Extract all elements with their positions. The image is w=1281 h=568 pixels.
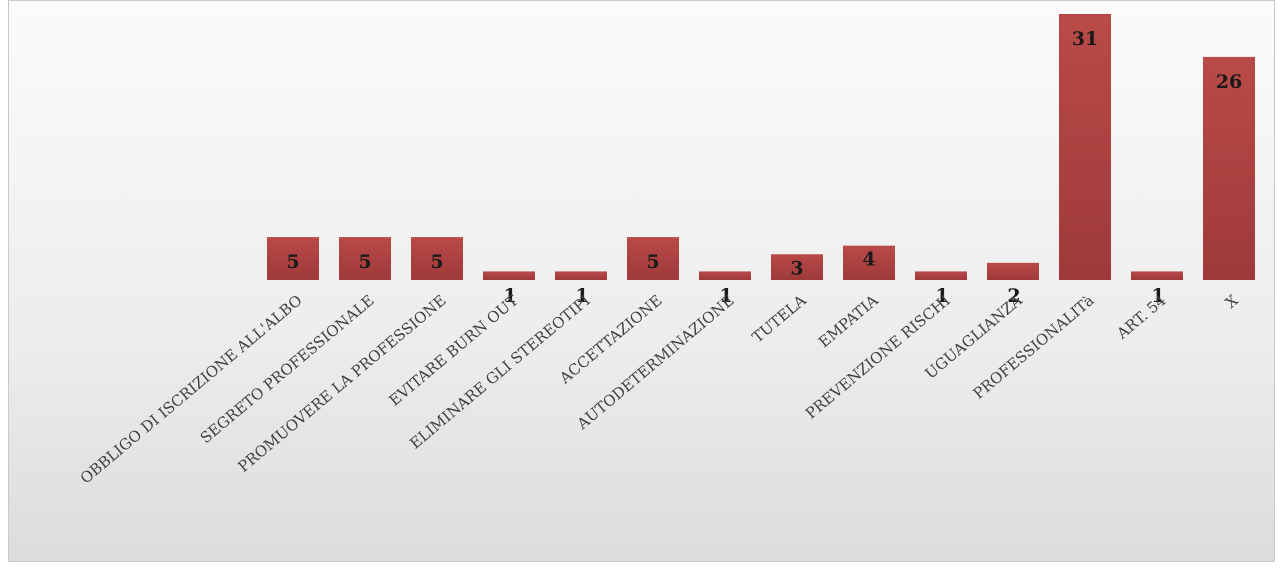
value-label-10: 2 (1007, 285, 1020, 307)
category-label-9: PREVENZIONE RISCHI (802, 291, 954, 422)
value-label-0: 5 (286, 251, 299, 273)
value-label-11: 31 (1072, 28, 1098, 50)
bar-4 (555, 271, 607, 280)
value-label-3: 1 (503, 285, 516, 307)
bar-3 (483, 271, 535, 280)
value-labels-group: 5 5 5 1 1 5 1 3 4 1 2 31 1 26 (286, 28, 1242, 307)
bar-5 (627, 237, 679, 280)
value-label-2: 5 (430, 251, 443, 273)
value-label-4: 1 (575, 285, 588, 307)
value-label-1: 5 (358, 251, 371, 273)
value-label-8: 4 (862, 249, 875, 271)
bar-13 (1203, 56, 1255, 280)
bar-0 (267, 237, 319, 280)
bar-12 (1131, 271, 1183, 280)
bar-8 (843, 245, 895, 280)
category-label-8: EMPATIA (815, 291, 882, 351)
category-label-3: EVITARE BURN OUT (385, 291, 521, 409)
bar-6 (699, 271, 751, 280)
bar-10 (987, 262, 1039, 280)
value-label-13: 26 (1216, 71, 1242, 93)
bar-2 (411, 237, 463, 280)
category-label-12: ART. 54 (1113, 291, 1170, 343)
value-label-6: 1 (719, 285, 732, 307)
bar-7 (771, 254, 823, 280)
bars-group (267, 14, 1255, 280)
bar-9 (915, 271, 967, 280)
value-label-5: 5 (646, 251, 659, 273)
bar-11 (1059, 14, 1111, 280)
category-label-13: X (1222, 291, 1242, 312)
value-label-9: 1 (935, 285, 948, 307)
value-label-7: 3 (790, 257, 803, 279)
bar-1 (339, 237, 391, 280)
category-label-11: PROFESSIONALITà (970, 291, 1098, 402)
category-label-7: TUTELA (749, 291, 810, 346)
value-label-12: 1 (1151, 285, 1164, 307)
